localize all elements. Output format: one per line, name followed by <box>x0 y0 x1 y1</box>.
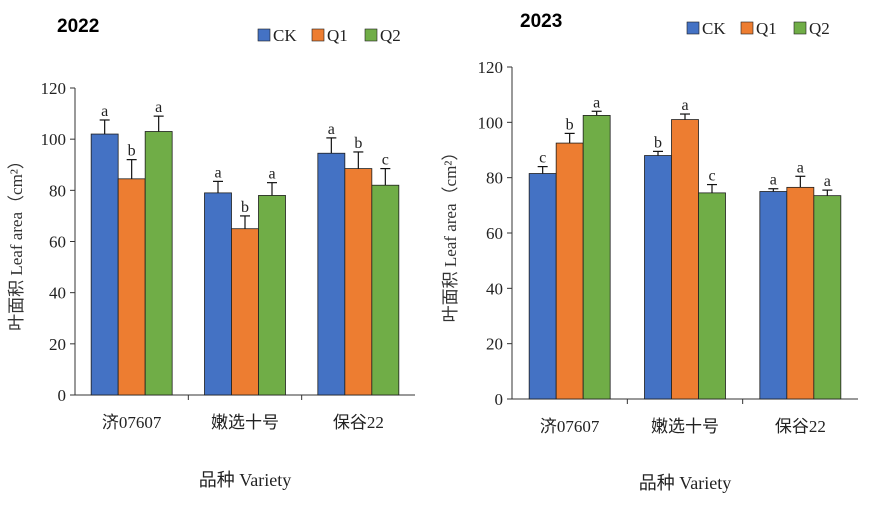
significance-letter: b <box>354 135 362 152</box>
bar-Q1 <box>344 168 373 396</box>
chart-panel-2022: 2022 0 20 40 60 80 100 120 济07607 a b a 嫩选十号 a b a 保谷22 a… <box>7 16 415 490</box>
chart-title: 2022 <box>57 16 99 37</box>
y-tick-label: 80 <box>486 169 503 188</box>
bar-Q2 <box>698 192 726 400</box>
x-axis-label: 品种 Variety <box>199 470 291 490</box>
legend-label-Q1: Q1 <box>327 26 348 45</box>
y-tick-label: 80 <box>49 181 66 200</box>
bar-CK <box>204 192 232 396</box>
significance-letter: a <box>681 97 688 114</box>
x-category-label: 嫩选十号 <box>211 413 279 432</box>
chart-title: 2023 <box>520 11 562 32</box>
legend-swatch-CK <box>257 28 271 42</box>
y-tick-label: 20 <box>486 335 503 354</box>
significance-letter: a <box>101 103 108 120</box>
x-category-label: 嫩选十号 <box>651 417 719 436</box>
bar-Q1 <box>555 142 584 400</box>
legend: CK Q1 Q2 <box>257 26 401 45</box>
x-category-label: 保谷22 <box>775 417 826 436</box>
bar-Q2 <box>582 115 611 400</box>
legend-swatch-Q2 <box>793 21 807 35</box>
legend-label-Q1: Q1 <box>756 19 777 38</box>
legend-label-Q2: Q2 <box>380 26 401 45</box>
legend-label-CK: CK <box>702 19 726 38</box>
y-tick-label: 40 <box>49 284 66 303</box>
bar-CK <box>759 191 788 400</box>
x-category-label: 济07607 <box>540 417 600 436</box>
legend-swatch-Q2 <box>364 28 378 42</box>
bar-Q1 <box>671 119 699 400</box>
bar-Q1 <box>231 228 259 396</box>
significance-letter: a <box>797 159 804 176</box>
y-tick-label: 60 <box>486 224 503 243</box>
bar-CK <box>528 173 557 400</box>
significance-letter: b <box>128 143 136 160</box>
x-category-label: 济07607 <box>102 413 162 432</box>
x-axis-label: 品种 Variety <box>639 473 731 493</box>
legend-swatch-Q1 <box>311 28 325 42</box>
bar-CK <box>317 152 346 396</box>
y-tick-label: 120 <box>41 79 67 98</box>
y-tick-label: 20 <box>49 335 66 354</box>
legend: CK Q1 Q2 <box>686 19 830 38</box>
bar-Q1 <box>117 178 146 396</box>
bar-CK <box>90 133 119 396</box>
legend-label-CK: CK <box>273 26 297 45</box>
significance-letter: a <box>824 173 831 190</box>
y-axis-label: 叶面积 Leaf area（cm²） <box>441 144 460 323</box>
significance-letter: b <box>654 134 662 151</box>
significance-letter: a <box>593 94 600 111</box>
bar-Q2 <box>144 131 173 396</box>
y-tick-label: 0 <box>495 390 504 409</box>
y-tick-label: 100 <box>41 130 67 149</box>
significance-letter: c <box>708 168 715 185</box>
y-tick-label: 100 <box>478 113 504 132</box>
legend-swatch-Q1 <box>740 21 754 35</box>
significance-letter: a <box>155 99 162 116</box>
y-axis-label: 叶面积 Leaf area（cm²） <box>7 152 26 331</box>
significance-letter: c <box>382 152 389 169</box>
bar-Q2 <box>813 195 842 400</box>
significance-letter: b <box>566 116 574 133</box>
legend-swatch-CK <box>686 21 700 35</box>
significance-letter: a <box>214 164 221 181</box>
bar-Q2 <box>371 184 400 396</box>
significance-letter: a <box>770 172 777 189</box>
significance-letter: b <box>241 199 249 216</box>
x-category-label: 保谷22 <box>333 413 384 432</box>
y-tick-label: 60 <box>49 233 66 252</box>
significance-letter: c <box>539 150 546 167</box>
bar-Q1 <box>786 186 815 400</box>
legend-label-Q2: Q2 <box>809 19 830 38</box>
significance-letter: a <box>328 121 335 138</box>
y-tick-label: 0 <box>58 386 67 405</box>
significance-letter: a <box>268 166 275 183</box>
y-tick-label: 120 <box>478 58 504 77</box>
bar-Q2 <box>258 195 286 396</box>
bar-CK <box>644 155 672 400</box>
y-tick-label: 40 <box>486 279 503 298</box>
chart-panel-2023: 2023 0 20 40 60 80 100 120 济07607 c b a 嫩选十号 b a c 保谷22 a… <box>441 11 858 493</box>
